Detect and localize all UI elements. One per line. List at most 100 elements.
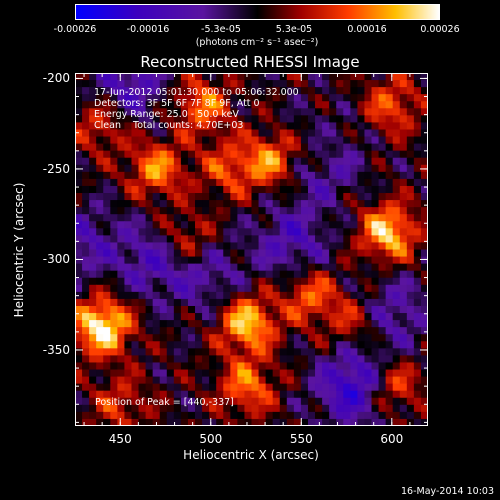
heatmap-cell: [350, 108, 358, 116]
heatmap-cell: [272, 164, 281, 173]
heatmap-cell: [364, 305, 373, 314]
heatmap-cell: [378, 341, 387, 349]
heatmap-cell: [202, 270, 210, 279]
heatmap-cell: [378, 313, 387, 321]
heatmap-cell: [244, 320, 253, 328]
heatmap-cell: [187, 143, 196, 152]
heatmap-cell: [110, 277, 118, 286]
heatmap-cell: [293, 341, 302, 349]
heatmap-cell: [251, 298, 260, 307]
heatmap-cell: [413, 341, 422, 349]
heatmap-cell: [180, 108, 189, 116]
heatmap-cell: [117, 129, 126, 138]
heatmap-cell: [230, 305, 238, 314]
heatmap-cell: [237, 185, 246, 194]
heatmap-cell: [131, 108, 140, 116]
heatmap-cell: [131, 129, 140, 138]
heatmap-cell: [195, 397, 203, 406]
heatmap-cell: [300, 94, 309, 102]
heatmap-cell: [258, 136, 267, 145]
heatmap-cell: [343, 129, 351, 138]
heatmap-cell: [159, 390, 168, 399]
heatmap-cell: [230, 404, 238, 413]
heatmap-cell: [364, 397, 373, 406]
heatmap-cell: [343, 291, 351, 300]
heatmap-cell: [315, 411, 323, 420]
heatmap-cell: [385, 200, 394, 208]
heatmap-cell: [293, 277, 302, 286]
heatmap-cell: [385, 397, 394, 406]
heatmap-cell: [420, 207, 428, 215]
heatmap-cell: [293, 228, 302, 236]
heatmap-cell: [187, 136, 196, 145]
heatmap-cell: [343, 334, 351, 342]
heatmap-cell: [258, 73, 267, 81]
heatmap-cell: [195, 383, 203, 392]
heatmap-cell: [117, 235, 126, 244]
heatmap-cell: [195, 313, 203, 321]
heatmap-cell: [357, 122, 366, 131]
heatmap-cell: [315, 214, 323, 222]
heatmap-cell: [286, 348, 295, 356]
heatmap-cell: [385, 115, 394, 124]
heatmap-cell: [89, 404, 97, 413]
heatmap-cell: [350, 129, 358, 138]
heatmap-cell: [145, 129, 154, 138]
y-tick-label: -250: [42, 161, 70, 176]
heatmap-cell: [180, 383, 189, 392]
heatmap-cell: [195, 249, 203, 258]
heatmap-cell: [378, 143, 387, 152]
heatmap-cell: [300, 284, 309, 293]
heatmap-cell: [315, 193, 323, 201]
heatmap-cell: [272, 341, 281, 349]
heatmap-cell: [406, 327, 415, 335]
heatmap-cell: [138, 362, 147, 371]
heatmap-cell: [131, 411, 140, 420]
heatmap-cell: [399, 383, 408, 392]
heatmap-cell: [173, 108, 182, 116]
heatmap-cell: [385, 185, 394, 194]
heatmap-cell: [180, 334, 189, 342]
heatmap-cell: [420, 80, 428, 88]
heatmap-cell: [420, 298, 428, 307]
heatmap-cell: [420, 185, 428, 194]
heatmap-cell: [180, 404, 189, 413]
heatmap-cell: [195, 228, 203, 236]
heatmap-cell: [251, 404, 260, 413]
heatmap-cell: [230, 369, 238, 378]
heatmap-cell: [364, 390, 373, 399]
heatmap-cell: [103, 249, 111, 258]
heatmap-cell: [216, 115, 224, 124]
heatmap-cell: [166, 185, 175, 194]
heatmap-cell: [131, 228, 140, 236]
heatmap-cell: [173, 270, 182, 279]
heatmap-cell: [96, 362, 104, 371]
heatmap-cell: [392, 150, 401, 159]
heatmap-cell: [202, 242, 210, 251]
heatmap-cell: [209, 383, 217, 392]
heatmap-cell: [258, 305, 267, 314]
heatmap-cell: [82, 178, 90, 187]
heatmap-cell: [286, 228, 295, 236]
heatmap-cell: [209, 418, 217, 426]
heatmap-cell: [96, 115, 104, 124]
heatmap-cell: [230, 249, 238, 258]
heatmap-cell: [413, 164, 422, 173]
heatmap-cell: [89, 122, 97, 131]
heatmap-cell: [364, 235, 373, 244]
heatmap-cell: [272, 327, 281, 335]
heatmap-cell: [152, 129, 161, 138]
x-tick-label: 500: [199, 432, 223, 446]
heatmap-cell: [152, 411, 161, 420]
heatmap-cell: [329, 270, 337, 279]
heatmap-cell: [378, 185, 387, 194]
heatmap-cell: [406, 305, 415, 314]
heatmap-cell: [420, 369, 428, 378]
heatmap-cell: [223, 73, 231, 81]
heatmap-cell: [166, 418, 175, 426]
heatmap-cell: [343, 221, 351, 229]
heatmap-cell: [251, 122, 260, 131]
heatmap-cell: [209, 185, 217, 194]
heatmap-cell: [399, 164, 408, 173]
heatmap-cell: [173, 242, 182, 251]
